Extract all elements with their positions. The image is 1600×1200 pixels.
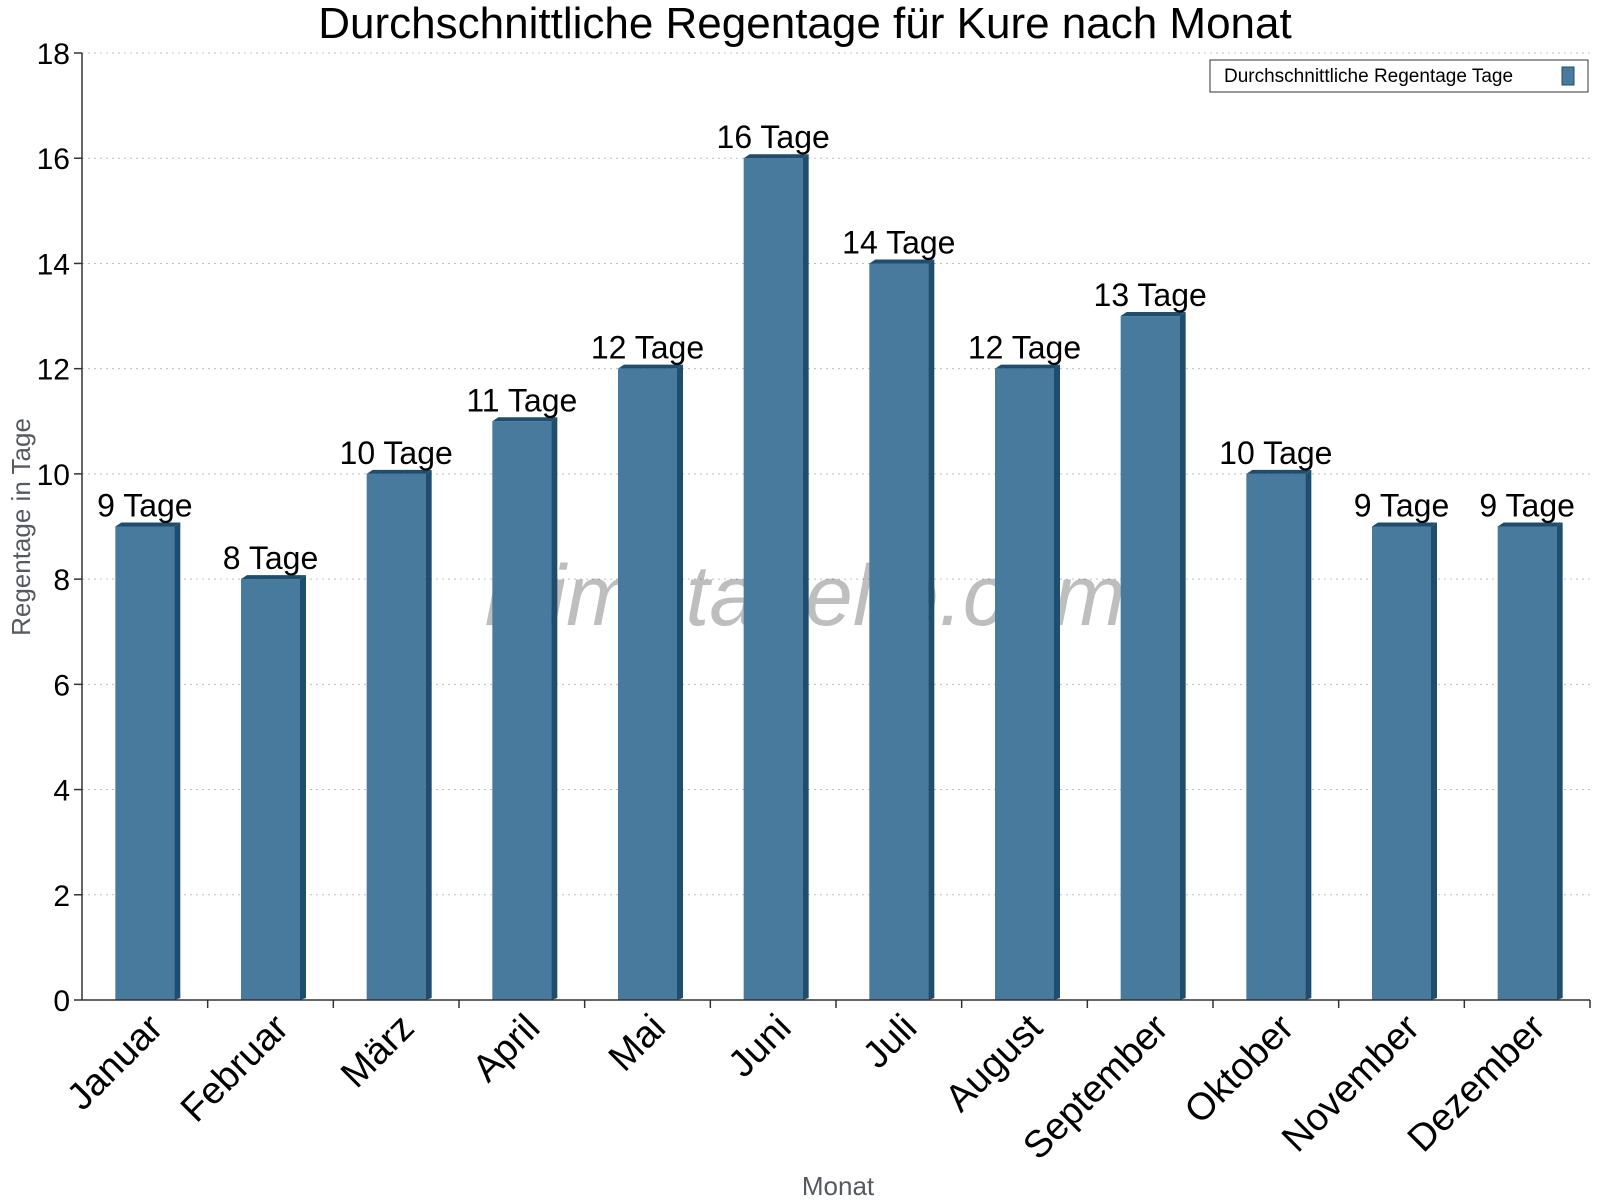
y-tick-label: 4: [53, 775, 70, 808]
y-tick-label: 14: [37, 248, 70, 281]
y-tick-label: 6: [53, 669, 70, 702]
data-label: 13 Tage: [1094, 277, 1207, 313]
data-label: 8 Tage: [223, 540, 319, 576]
x-tick-label: Januar: [59, 1006, 171, 1118]
bar-front: [492, 421, 552, 1000]
x-tick-label: März: [333, 1007, 422, 1096]
bar-front: [743, 158, 803, 1000]
bar-side: [802, 154, 809, 1000]
x-tick-label: Oktober: [1177, 1006, 1303, 1132]
bar-front: [115, 526, 175, 1000]
data-label: 9 Tage: [97, 488, 193, 524]
bar-november: [1372, 522, 1437, 1000]
y-axis-ticks: 0 2 4 6 8 10 12 14 16 18: [37, 38, 82, 1018]
y-tick-label: 8: [53, 564, 70, 597]
bar-front: [366, 473, 426, 1000]
bar-side: [425, 469, 432, 1000]
x-tick-label: Juni: [721, 1007, 800, 1086]
bar-top: [241, 575, 306, 580]
bar-juli: [869, 259, 935, 1000]
y-axis-title: Regentage in Tage: [6, 418, 36, 636]
bar-front: [995, 368, 1054, 1001]
data-label: 14 Tage: [842, 224, 955, 260]
bar-märz: [366, 469, 432, 1000]
bar-top: [366, 469, 432, 474]
bar-side: [928, 259, 935, 1000]
bar-front: [241, 579, 300, 1000]
bar-januar: [115, 522, 181, 1000]
data-label: 10 Tage: [1219, 435, 1332, 471]
bar-april: [492, 417, 558, 1000]
x-tick-label: Dezember: [1400, 1006, 1554, 1160]
bar-side: [300, 575, 306, 1000]
bar-oktober: [1246, 469, 1312, 1000]
y-tick-label: 12: [37, 354, 70, 387]
data-label: 12 Tage: [968, 330, 1081, 366]
y-tick-label: 2: [53, 880, 70, 913]
y-tick-label: 10: [37, 459, 70, 492]
y-tick-label: 18: [37, 38, 70, 71]
gridlines: [82, 52, 1590, 896]
data-label: 9 Tage: [1479, 488, 1575, 524]
bar-side: [1431, 522, 1437, 1000]
bar-front: [618, 368, 677, 1001]
legend-swatch: [1561, 66, 1575, 86]
bar-side: [677, 364, 683, 1001]
legend: Durchschnittliche Regentage Tage: [1209, 59, 1589, 93]
bar-side: [551, 417, 558, 1000]
x-tick-label: November: [1274, 1006, 1428, 1160]
legend-box: [1209, 59, 1589, 93]
bar-top: [1497, 522, 1563, 527]
bar-top: [1246, 469, 1312, 474]
data-label: 10 Tage: [340, 435, 453, 471]
data-labels: 9 Tage 8 Tage 10 Tage 11 Tage 12 Tage 16 Tage…: [97, 119, 1575, 576]
chart-title: Durchschnittliche Regentage für Kure nac…: [318, 0, 1291, 48]
bar-side: [1179, 312, 1186, 1000]
bar-side: [1305, 469, 1312, 1000]
y-tick-label: 0: [53, 985, 70, 1018]
bars: [115, 154, 1563, 1001]
x-tick-label: April: [465, 1007, 548, 1090]
x-tick-label: August: [938, 1006, 1052, 1120]
bar-front: [1497, 526, 1557, 1000]
bar-top: [115, 522, 181, 527]
bar-top: [743, 154, 809, 159]
bar-top: [995, 364, 1060, 369]
bar-front: [1120, 316, 1180, 1000]
bar-top: [869, 259, 935, 264]
bar-februar: [241, 575, 306, 1000]
x-axis-title: Monat: [802, 1171, 875, 1200]
x-tick-label: Mai: [601, 1007, 674, 1080]
bar-mai: [618, 364, 683, 1001]
data-label: 12 Tage: [591, 330, 704, 366]
legend-label: Durchschnittliche Regentage Tage: [1224, 66, 1513, 87]
bar-side: [1556, 522, 1563, 1000]
bar-juni: [743, 154, 809, 1000]
data-label: 9 Tage: [1354, 488, 1450, 524]
data-label: 16 Tage: [717, 119, 830, 155]
bar-dezember: [1497, 522, 1563, 1000]
y-tick-label: 16: [37, 143, 70, 176]
data-label: 11 Tage: [466, 382, 577, 418]
bar-front: [1372, 526, 1431, 1000]
bar-top: [1372, 522, 1437, 527]
x-tick-label: Juli: [855, 1007, 925, 1077]
bar-september: [1120, 312, 1186, 1000]
bar-side: [1054, 364, 1060, 1001]
bar-front: [869, 263, 929, 1000]
x-axis-ticks: Januar Februar März April Mai Juni Juli AugustS…: [59, 1000, 1591, 1168]
bar-side: [174, 522, 181, 1000]
bar-front: [1246, 473, 1306, 1000]
bar-top: [618, 364, 683, 369]
bar-august: [995, 364, 1060, 1001]
bar-top: [1120, 312, 1186, 317]
x-tick-label: Februar: [173, 1006, 297, 1130]
bar-top: [492, 417, 558, 422]
